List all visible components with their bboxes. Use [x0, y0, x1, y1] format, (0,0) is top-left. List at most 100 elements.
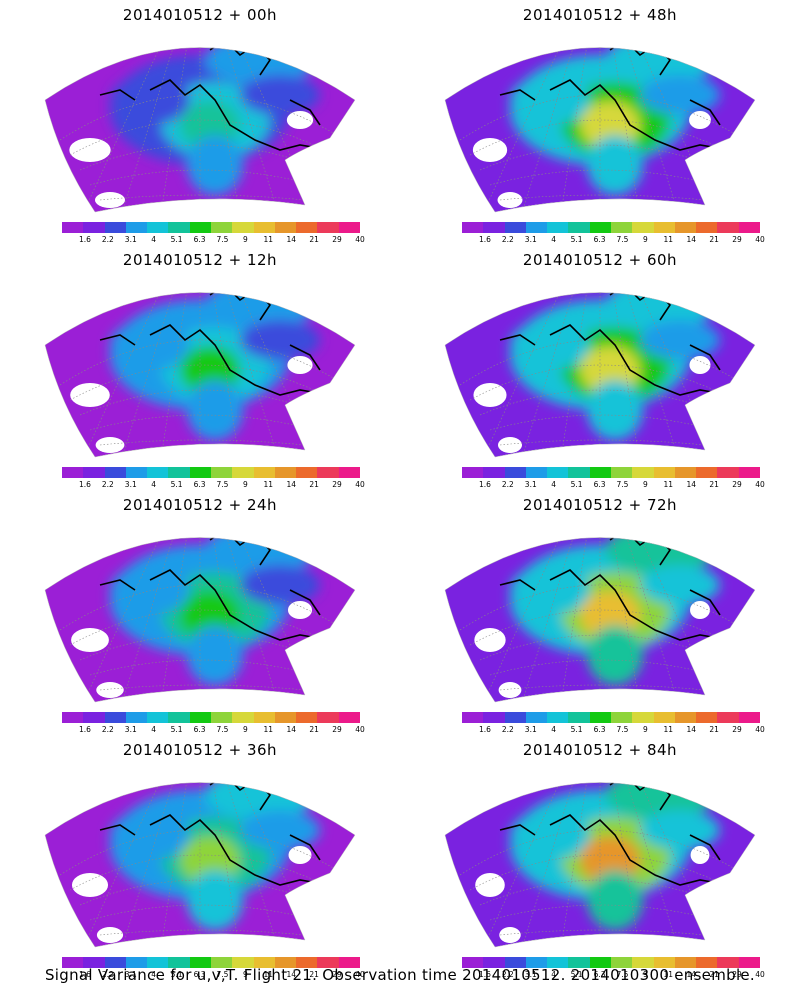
colorbar-swatch [62, 957, 84, 968]
colorbar-label: 3.1 [524, 235, 537, 244]
colorbar-label: 1.6 [478, 235, 491, 244]
colorbar-label: 29 [332, 235, 342, 244]
colorbar-swatch [738, 712, 760, 723]
colorbar-label: 21 [309, 235, 319, 244]
colorbar-label: 21 [309, 970, 319, 979]
colorbar-label: 29 [332, 725, 342, 734]
colorbar-label: 11 [663, 725, 674, 734]
colorbar-label: 11 [663, 235, 674, 244]
variance-map [44, 292, 356, 458]
colorbar-swatch [547, 467, 569, 478]
colorbar-swatch [274, 957, 297, 968]
colorbar-label: 14 [686, 480, 696, 489]
colorbar-label: 2.2 [501, 235, 514, 244]
colorbar-swatch [653, 957, 675, 968]
colorbar-label: 3.1 [124, 970, 137, 979]
panel-title: 2014010512 + 00h [122, 6, 278, 24]
colorbar-label: 4 [551, 725, 557, 734]
colorbar-swatch [62, 712, 84, 723]
colorbar-swatch [125, 467, 148, 478]
colorbar-swatch [83, 222, 105, 233]
colorbar-swatch [317, 712, 339, 723]
colorbar-swatch [589, 467, 611, 478]
colorbar-label: 21 [309, 725, 319, 734]
colorbar-swatch [253, 957, 275, 968]
colorbar-label: 11 [263, 725, 274, 734]
colorbar-labels: 1.6 2.2 3.1 4 5.1 6.3 7.5 9 11 14 21 29 40 [48, 235, 378, 245]
colorbar-label: 11 [663, 970, 674, 979]
colorbar-swatch [210, 712, 233, 723]
colorbar-swatch [168, 467, 190, 478]
colorbar-swatch [632, 712, 654, 723]
colorbar-swatch [317, 467, 339, 478]
colorbar-swatch [696, 712, 718, 723]
colorbar-label: 3.1 [524, 480, 537, 489]
colorbar-label: 9 [642, 235, 648, 244]
colorbar-label: 7.5 [216, 970, 229, 979]
colorbar-swatch [147, 467, 169, 478]
colorbar-swatch [317, 957, 339, 968]
colorbar [62, 467, 360, 478]
colorbar-swatch [168, 957, 190, 968]
colorbar-swatch [338, 712, 360, 723]
colorbar-swatch [210, 957, 233, 968]
colorbar-label: 11 [263, 480, 274, 489]
colorbar-label: 5.1 [170, 480, 183, 489]
colorbar-swatch [568, 957, 590, 968]
colorbar-swatch [147, 957, 169, 968]
colorbar-swatch [125, 712, 148, 723]
colorbar-label: 40 [755, 725, 765, 734]
colorbar-swatch [525, 712, 548, 723]
colorbar-label: 5.1 [570, 480, 583, 489]
colorbar-label: 6.3 [593, 970, 606, 979]
colorbar-swatch [568, 467, 590, 478]
colorbar-swatch [253, 712, 275, 723]
colorbar-swatch [589, 957, 611, 968]
colorbar-label: 5.1 [170, 235, 183, 244]
colorbar-labels: 1.6 2.2 3.1 4 5.1 6.3 7.5 9 11 14 21 29 40 [448, 970, 778, 980]
colorbar-swatch [189, 222, 211, 233]
colorbar-swatch [568, 712, 590, 723]
panel-title: 2014010512 + 84h [522, 741, 678, 759]
map-panel: 2014010512 + 00h 1.6 2.2 3.1 4 5.1 6.3 7.5 9 11 14… [0, 0, 400, 245]
colorbar-swatch [62, 467, 84, 478]
colorbar [462, 222, 760, 233]
map-panel: 2014010512 + 24h 1.6 2.2 3.1 4 5.1 6.3 7.5 9 11 14… [0, 490, 400, 735]
variance-map [44, 47, 356, 213]
colorbar-label: 9 [242, 480, 248, 489]
colorbar-label: 3.1 [124, 235, 137, 244]
colorbar-label: 1.6 [478, 480, 491, 489]
colorbar-label: 1.6 [78, 235, 91, 244]
panel-title: 2014010512 + 48h [522, 6, 678, 24]
colorbar-label: 2.2 [501, 725, 514, 734]
colorbar-label: 3.1 [524, 970, 537, 979]
colorbar-label: 2.2 [501, 970, 514, 979]
colorbar-label: 3.1 [124, 725, 137, 734]
colorbar-label: 2.2 [101, 480, 114, 489]
colorbar-label: 5.1 [570, 235, 583, 244]
colorbar-swatch [525, 957, 548, 968]
colorbar-label: 6.3 [193, 235, 206, 244]
colorbar-swatch [653, 712, 675, 723]
colorbar-swatch [296, 957, 318, 968]
colorbar-label: 2.2 [101, 725, 114, 734]
colorbar-label: 7.5 [616, 970, 629, 979]
colorbar-swatch [525, 467, 548, 478]
colorbar-labels: 1.6 2.2 3.1 4 5.1 6.3 7.5 9 11 14 21 29 40 [48, 480, 378, 490]
colorbar-label: 2.2 [101, 235, 114, 244]
colorbar-swatch [610, 957, 633, 968]
colorbar-swatch [462, 467, 484, 478]
colorbar-swatch [525, 222, 548, 233]
colorbar-label: 40 [355, 480, 365, 489]
colorbar-swatch [589, 222, 611, 233]
colorbar-swatch [483, 467, 505, 478]
colorbar-label: 9 [642, 480, 648, 489]
colorbar-label: 11 [663, 480, 674, 489]
colorbar-swatch [232, 222, 254, 233]
colorbar-swatch [338, 222, 360, 233]
colorbar-swatch [210, 222, 233, 233]
colorbar-label: 4 [551, 235, 557, 244]
colorbar [62, 957, 360, 968]
colorbar-label: 5.1 [170, 725, 183, 734]
colorbar-swatch [653, 467, 675, 478]
